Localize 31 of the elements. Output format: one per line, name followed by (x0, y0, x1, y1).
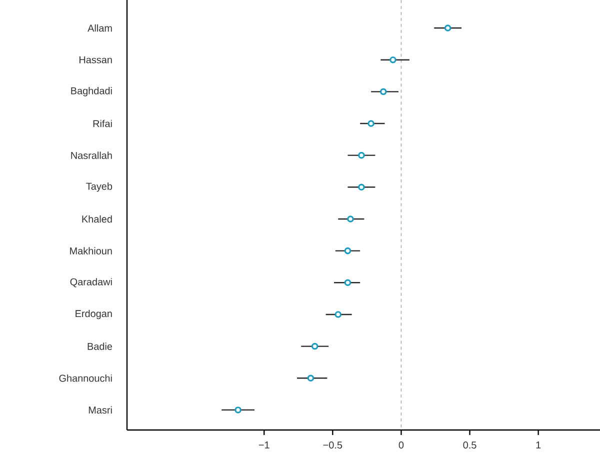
point (344, 247, 352, 254)
y-tick-label: Rifai (93, 120, 112, 128)
point (390, 56, 396, 64)
point (334, 311, 342, 318)
y-tick-label: Hassan (80, 56, 112, 64)
y-tick-label: Qaradawi (70, 278, 112, 288)
point (358, 184, 365, 191)
y-tick-label: Masri (88, 406, 112, 414)
point (347, 216, 354, 222)
point (311, 342, 318, 350)
y-tick-label: Khaled (82, 215, 112, 223)
point (368, 120, 374, 127)
y-tick-label: Tayeb (86, 182, 112, 192)
x-tick-label: −0.5 (323, 442, 342, 449)
y-tick-label: Baghdadi (71, 87, 112, 96)
x-tick-label: −1 (258, 442, 270, 448)
point (380, 88, 387, 96)
point (444, 24, 452, 32)
y-tick-label: Makhioun (70, 247, 112, 254)
x-tick-label: 0.5 (463, 442, 476, 449)
point (358, 152, 365, 159)
y-tick-label: Allam (88, 24, 112, 32)
y-tick-label: Ghannouchi (59, 374, 112, 382)
y-tick-label: Erdogan (76, 310, 112, 320)
point (307, 374, 314, 382)
y-tick-label: Nasrallah (71, 152, 112, 159)
x-tick-label: 1 (536, 442, 541, 448)
point (344, 279, 352, 286)
point (234, 406, 242, 414)
y-tick-label: Badie (88, 342, 112, 350)
x-tick-label: 0 (398, 442, 404, 449)
